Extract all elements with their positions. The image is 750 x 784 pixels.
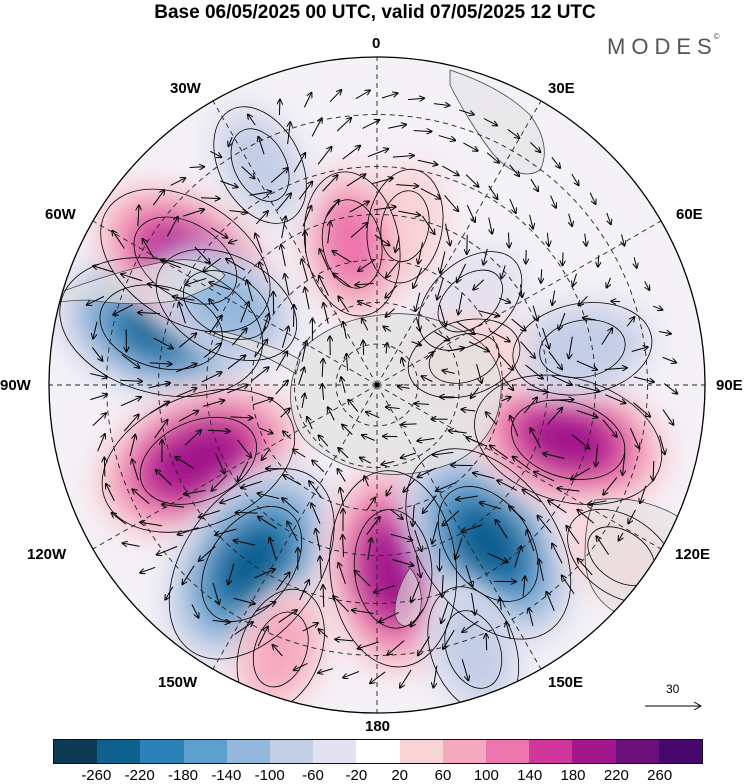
- south-pole-marker: [375, 383, 380, 388]
- wind-vector: [236, 512, 258, 513]
- lon-label-150w: 150W: [158, 674, 197, 691]
- colorbar-swatch: [659, 740, 702, 763]
- colorbar-swatch: [529, 740, 572, 763]
- reference-vector-label: 30: [666, 682, 679, 696]
- wind-vector: [401, 424, 416, 425]
- colorbar-tick-label: -140: [211, 767, 241, 784]
- colorbar-tick-label: 60: [435, 767, 452, 784]
- wind-vector: [508, 233, 509, 248]
- colorbar-tick-label: 260: [647, 767, 672, 784]
- wind-vector: [305, 231, 306, 253]
- reference-vector-arrow: [645, 700, 703, 712]
- lon-label-150e: 150E: [548, 674, 583, 691]
- wind-vector: [451, 465, 473, 466]
- wind-vector: [104, 458, 105, 477]
- colorbar-swatch: [572, 740, 615, 763]
- colorbar-tick-label: -100: [255, 767, 285, 784]
- colorbar-swatch: [443, 740, 486, 763]
- colorbar-swatch: [313, 740, 356, 763]
- colorbar-swatch: [356, 740, 399, 763]
- polar-stereographic-map: [0, 0, 750, 735]
- lon-label-180: 180: [365, 718, 390, 735]
- colorbar-tick-label: 100: [474, 767, 499, 784]
- colorbar-swatch: [270, 740, 313, 763]
- wind-vector: [363, 341, 364, 355]
- lon-label-90w: 90W: [0, 377, 31, 394]
- colorbar-swatch: [140, 740, 183, 763]
- colorbar-swatch: [486, 740, 529, 763]
- colorbar-tick-label: -20: [345, 767, 367, 784]
- lon-label-90e: 90E: [716, 377, 743, 394]
- colorbar-tick-label: -220: [125, 767, 155, 784]
- colorbar-tick-label: 180: [560, 767, 585, 784]
- colorbar-swatch: [616, 740, 659, 763]
- colorbar-tick-label: 20: [391, 767, 408, 784]
- lon-label-120w: 120W: [27, 546, 66, 563]
- lon-label-60w: 60W: [45, 206, 76, 223]
- colorbar-tick-label: 140: [517, 767, 542, 784]
- colorbar-swatch: [97, 740, 140, 763]
- colorbar-swatch: [400, 740, 443, 763]
- colorbar-tick-label: -180: [168, 767, 198, 784]
- colorbar-tick-label: -260: [81, 767, 111, 784]
- colorbar-tick-label: 220: [604, 767, 629, 784]
- colorbar-swatch: [184, 740, 227, 763]
- colorbar-swatch: [54, 740, 97, 763]
- colorbar: [53, 739, 703, 764]
- map-disk: [34, 50, 720, 733]
- wind-vector: [486, 634, 487, 650]
- colorbar-swatch: [227, 740, 270, 763]
- lon-label-30w: 30W: [170, 80, 201, 97]
- lon-label-0: 0: [372, 35, 380, 52]
- lon-label-120e: 120E: [675, 546, 710, 563]
- wind-vector: [562, 252, 563, 265]
- lon-label-30e: 30E: [548, 80, 575, 97]
- colorbar-tick-label: -60: [302, 767, 324, 784]
- wind-vector: [279, 100, 280, 115]
- lon-label-60e: 60E: [676, 206, 703, 223]
